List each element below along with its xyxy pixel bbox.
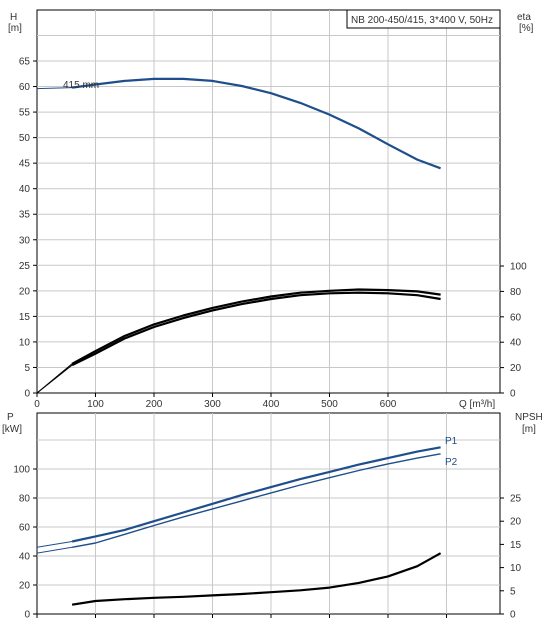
x-tick-label: 200 — [146, 399, 163, 410]
x-tick-label: 400 — [263, 399, 280, 410]
top-y-left-tick-label: 40 — [19, 184, 31, 195]
top-series: 415 mm — [36, 77, 441, 394]
top-y-right-tick-label: 0 — [510, 389, 516, 400]
bottom-y-left-tick-label: 20 — [19, 581, 31, 592]
top-y-right-tick-label: 60 — [510, 312, 522, 323]
top-series-1-line — [71, 288, 441, 365]
x-tick-label: 300 — [204, 399, 221, 410]
bottom-y-right-tick-label: 20 — [510, 517, 522, 528]
bottom-series: P1 P2 — [36, 436, 458, 606]
top-y-left-unit: [m] — [8, 23, 22, 34]
top-plot-frame — [36, 9, 501, 394]
bottom-y-left-unit: [kW] — [2, 424, 22, 435]
top-y-left-tick-label: 65 — [19, 57, 31, 68]
top-y-left-label: H — [10, 12, 17, 23]
top-series-2-line — [71, 291, 441, 367]
top-y-left-tick-label: 5 — [24, 363, 30, 374]
bottom-series-0-line — [71, 446, 441, 543]
bottom-y-right-tick-label: 5 — [510, 586, 516, 597]
top-y-left-tick-label: 35 — [19, 210, 31, 221]
top-y-right-label: eta — [517, 12, 531, 23]
bottom-series-1-extension — [36, 546, 73, 554]
top-y-right-tick-label: 20 — [510, 363, 522, 374]
bottom-y-right-tick-label: 0 — [510, 610, 516, 621]
x-tick-label: 0 — [34, 399, 40, 410]
bottom-plot-frame — [36, 412, 501, 615]
series-label-p1: P1 — [445, 436, 458, 447]
series-label-415mm: 415 mm — [63, 80, 99, 91]
x-tick-label: 100 — [87, 399, 104, 410]
top-y-left-tick-label: 0 — [24, 389, 30, 400]
top-y-right-tick-label: 80 — [510, 287, 522, 298]
bottom-y-right-tick-label: 10 — [510, 563, 522, 574]
title-box — [346, 9, 501, 29]
series-label-p2: P2 — [445, 457, 458, 468]
top-y-right-unit: [%] — [519, 23, 534, 34]
top-chart: 415 mm 0 5 10 15 20 25 30 35 40 45 50 55 60 65 0 20 40 60… — [8, 9, 534, 411]
top-y-left-tick-label: 50 — [19, 133, 31, 144]
bottom-grid — [36, 412, 501, 615]
top-series-2-extension — [36, 364, 73, 394]
bottom-series-0-extension — [36, 541, 73, 548]
top-series-0-extension — [36, 87, 73, 90]
bottom-series-1-line — [71, 453, 441, 548]
bottom-y-left-tick-label: 0 — [24, 610, 30, 621]
top-y-left-tick-label: 15 — [19, 312, 31, 323]
top-y-right-tick-label: 100 — [510, 262, 527, 273]
top-y-left-tick-label: 20 — [19, 286, 31, 297]
top-y-left-tick-label: 60 — [19, 82, 31, 93]
x-tick-label: 500 — [321, 399, 338, 410]
bottom-y-left-label: P — [7, 412, 14, 423]
bottom-y-left-tick-label: 60 — [19, 523, 31, 534]
top-y-left-tick-label: 10 — [19, 337, 31, 348]
x-axis-label: Q [m³/h] — [459, 399, 495, 410]
top-y-right-tick-label: 40 — [510, 338, 522, 349]
bottom-y-left-tick-label: 80 — [19, 494, 31, 505]
top-grid — [36, 9, 501, 394]
chart-title: NB 200-450/415, 3*400 V, 50Hz — [351, 15, 493, 26]
top-y-left-tick-label: 25 — [19, 261, 31, 272]
bottom-y-right-unit: [m] — [522, 424, 536, 435]
x-tick-label: 600 — [380, 399, 397, 410]
top-y-left-tick-label: 45 — [19, 159, 31, 170]
bottom-series-2-line — [71, 552, 442, 606]
top-y-left-tick-label: 30 — [19, 235, 31, 246]
bottom-y-right-label: NPSH — [515, 412, 543, 423]
top-series-0-line — [71, 77, 441, 170]
bottom-y-left-tick-label: 100 — [13, 465, 30, 476]
bottom-y-right-tick-label: 15 — [510, 540, 522, 551]
top-tick-labels: 0 5 10 15 20 25 30 35 40 45 50 55 60 65 0 20 40 60 80 100 0 1… — [19, 57, 527, 411]
top-y-left-tick-label: 55 — [19, 108, 31, 119]
bottom-tick-labels: 0 20 40 60 80 100 0 5 10 15 20 25 — [13, 465, 521, 621]
bottom-y-left-tick-label: 40 — [19, 552, 31, 563]
bottom-y-right-tick-label: 25 — [510, 494, 522, 505]
